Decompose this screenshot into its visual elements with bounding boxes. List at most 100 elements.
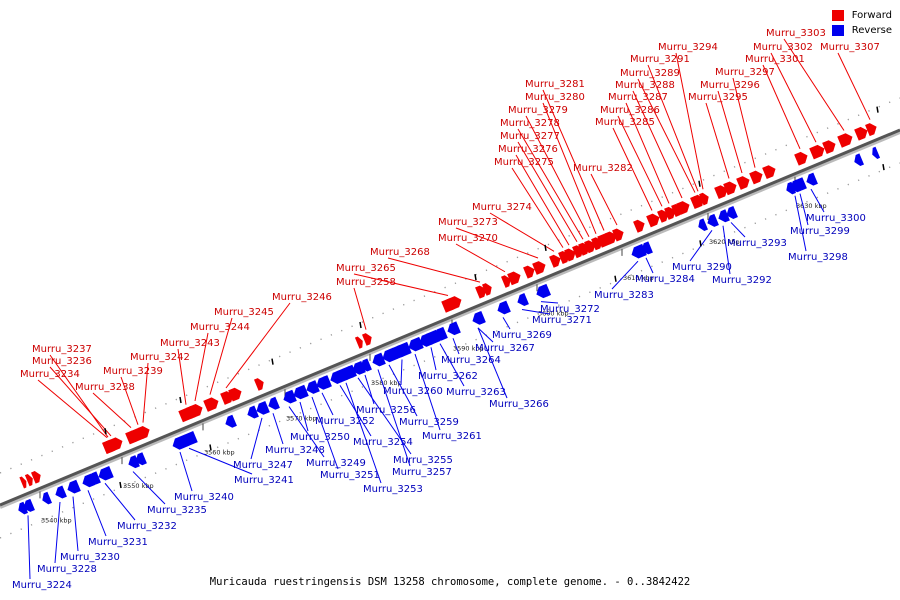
feature-marker: [359, 321, 362, 329]
scale-tick-label: 3550 kbp: [123, 482, 154, 490]
forward-gene-label: Murru_3289: [620, 68, 680, 79]
scale-tick-label: 3590 kbp: [453, 345, 484, 353]
gene-shape: [19, 476, 27, 489]
forward-gene-label: Murru_3291: [630, 54, 690, 65]
gene-shape: [247, 405, 259, 419]
gene-label-leader: [288, 406, 325, 458]
gene-label-leader: [87, 490, 107, 537]
feature-marker: [104, 428, 107, 435]
forward-gene: [549, 254, 561, 268]
gene-label-leader: [321, 392, 334, 416]
gene-shape: [82, 473, 96, 488]
gene-shape: [135, 452, 147, 466]
gene-label-leader: [647, 64, 699, 192]
gene-label-leader: [188, 447, 253, 475]
reverse-gene-label: Murru_3235: [147, 505, 207, 516]
gene-shape: [707, 213, 719, 227]
reverse-gene-label: Murru_3261: [422, 431, 482, 442]
gene-shape: [408, 336, 424, 352]
legend-forward-label: Forward: [851, 10, 892, 21]
forward-gene-label: Murru_3274: [472, 202, 532, 213]
gene-shape: [698, 218, 709, 232]
reverse-gene-label: Murru_3248: [265, 445, 325, 456]
gene-shape: [718, 209, 730, 223]
feature-marker: [876, 106, 879, 113]
gene-shape: [507, 271, 521, 286]
reverse-gene: [135, 452, 147, 466]
gene-label-leader: [132, 471, 166, 505]
reverse-gene-label: Murru_3283: [594, 290, 654, 301]
forward-gene-label: Murru_3302: [753, 42, 813, 53]
reverse-gene-label: Murru_3271: [532, 315, 592, 326]
reverse-gene-label: Murru_3266: [489, 399, 549, 410]
reverse-gene-label: Murru_3224: [12, 580, 72, 591]
gene-label-leader: [177, 348, 187, 405]
reverse-gene-label: Murru_3269: [492, 330, 552, 341]
genome-caption: Muricauda ruestringensis DSM 13258 chrom…: [209, 576, 691, 588]
forward-gene: [664, 206, 676, 220]
reverse-gene: [293, 384, 309, 400]
gene-shape: [473, 311, 485, 325]
gene-shape: [55, 485, 67, 499]
gene-label-leader: [717, 90, 743, 174]
forward-gene: [736, 176, 750, 190]
reverse-gene: [707, 213, 719, 227]
reverse-gene-label: Murru_3256: [356, 405, 416, 416]
gene-shape: [447, 321, 461, 336]
reverse-gene-label: Murru_3250: [290, 432, 350, 443]
forward-gene-label: Murru_3279: [508, 105, 568, 116]
gene-shape: [584, 240, 596, 254]
reverse-gene: [806, 172, 818, 186]
gene-label-leader: [72, 496, 79, 552]
gene-shape: [372, 352, 386, 367]
forward-gene-label: Murru_3296: [700, 80, 760, 91]
feature-marker: [698, 180, 701, 187]
gene-label-leader: [272, 413, 284, 445]
gene-label-leader: [194, 332, 209, 402]
gene-label-leader: [49, 366, 112, 437]
forward-gene: [523, 265, 535, 279]
gene-shape: [98, 466, 114, 481]
gene-label-leader: [353, 273, 449, 296]
gene-label-leader: [414, 353, 441, 431]
forward-gene: [749, 170, 763, 185]
forward-gene-label: Murru_3234: [20, 369, 80, 380]
gene-shape: [664, 206, 676, 220]
gene-shape: [497, 300, 511, 315]
gene-label-leader: [783, 38, 845, 131]
forward-gene: [481, 283, 492, 296]
reverse-gene-label: Murru_3240: [174, 492, 234, 503]
reverse-gene: [67, 479, 81, 494]
reverse-gene: [408, 336, 424, 352]
scale-tick-label: 3610 kbp: [623, 274, 654, 282]
gene-shape: [220, 391, 234, 405]
reverse-gene-label: Murru_3262: [418, 371, 478, 382]
gene-label-leader: [250, 417, 263, 460]
forward-gene-label: Murru_3294: [658, 42, 718, 53]
forward-gene: [19, 476, 27, 489]
legend-reverse-label: Reverse: [851, 25, 892, 36]
gene-shape: [354, 336, 363, 349]
reverse-gene: [247, 405, 259, 419]
forward-gene: [203, 397, 219, 412]
gene-shape: [646, 213, 660, 228]
gene-label-leader: [612, 127, 653, 211]
gene-shape: [434, 326, 448, 341]
gene-label-leader: [225, 302, 291, 389]
gene-label-leader: [637, 78, 696, 193]
gene-label-leader: [705, 102, 730, 179]
gene-shape: [24, 473, 33, 487]
gene-label-leader: [542, 102, 597, 235]
forward-gene: [633, 219, 645, 233]
reverse-gene: [268, 396, 280, 410]
gene-shape: [394, 341, 412, 358]
gene-shape: [532, 261, 546, 275]
forward-gene-label: Murru_3301: [745, 54, 805, 65]
gene-label-leader: [311, 396, 339, 470]
forward-gene: [865, 123, 877, 137]
forward-gene: [507, 271, 521, 286]
reverse-gene: [718, 209, 730, 223]
gene-shape: [316, 375, 330, 390]
feature-marker: [119, 481, 122, 489]
